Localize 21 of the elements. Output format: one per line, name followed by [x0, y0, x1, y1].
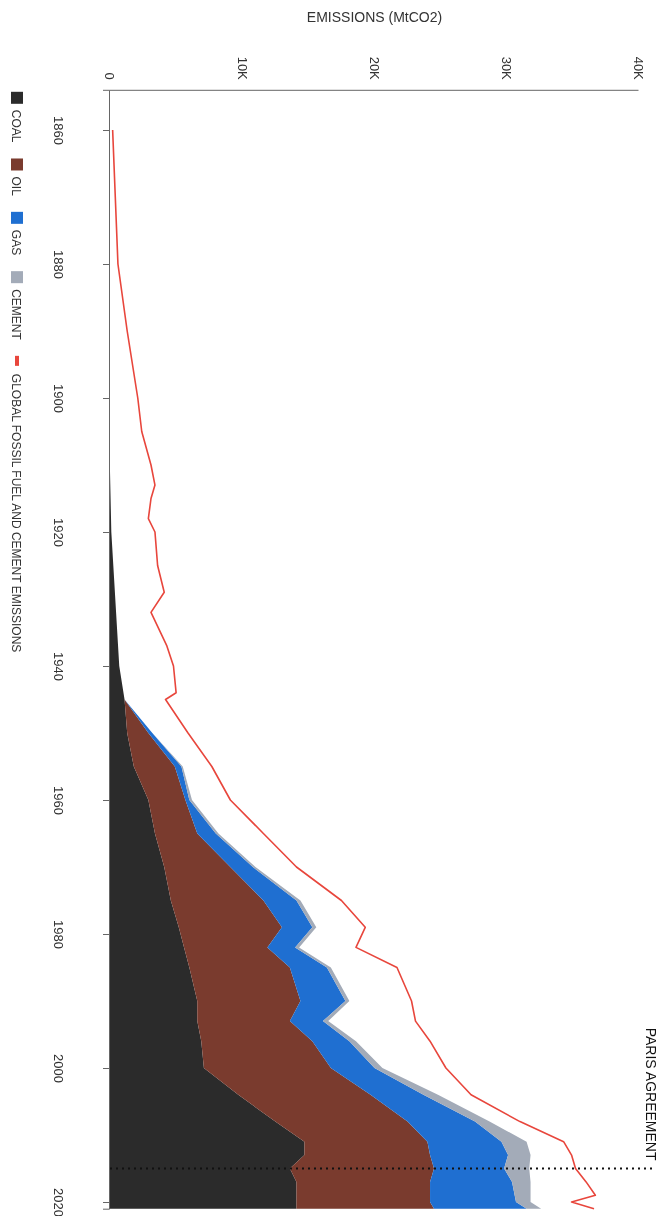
y-tick-label: 1920: [50, 518, 66, 547]
y-tick-label: 1940: [50, 652, 66, 681]
y-tick-label: 1880: [50, 250, 66, 279]
x-tick-label: 0: [102, 72, 118, 80]
y-tick-label: 1860: [50, 116, 66, 145]
x-axis-title: EMISSIONS (MtCO2): [306, 9, 443, 25]
legend-label: GAS: [9, 229, 23, 256]
y-tick-label: 2000: [50, 1054, 66, 1083]
x-tick-label: 30K: [499, 56, 515, 81]
y-tick-label: 1900: [50, 384, 66, 413]
x-tick-label: 10K: [234, 56, 250, 81]
legend-label: COAL: [9, 109, 23, 143]
legend-label: OIL: [9, 176, 23, 197]
y-tick-label: 1980: [50, 920, 66, 949]
y-tick-label: 2020: [50, 1188, 66, 1216]
legend-label: CEMENT: [9, 289, 23, 341]
y-tick-label: 1960: [50, 786, 66, 815]
x-tick-label: 40K: [631, 56, 647, 81]
legend-label: GLOBAL FOSSIL FUEL AND CEMENT EMISSIONS: [9, 373, 23, 653]
x-tick-label: 20K: [366, 56, 382, 81]
ref-line-label: PARIS AGREEMENT: [643, 1027, 659, 1161]
